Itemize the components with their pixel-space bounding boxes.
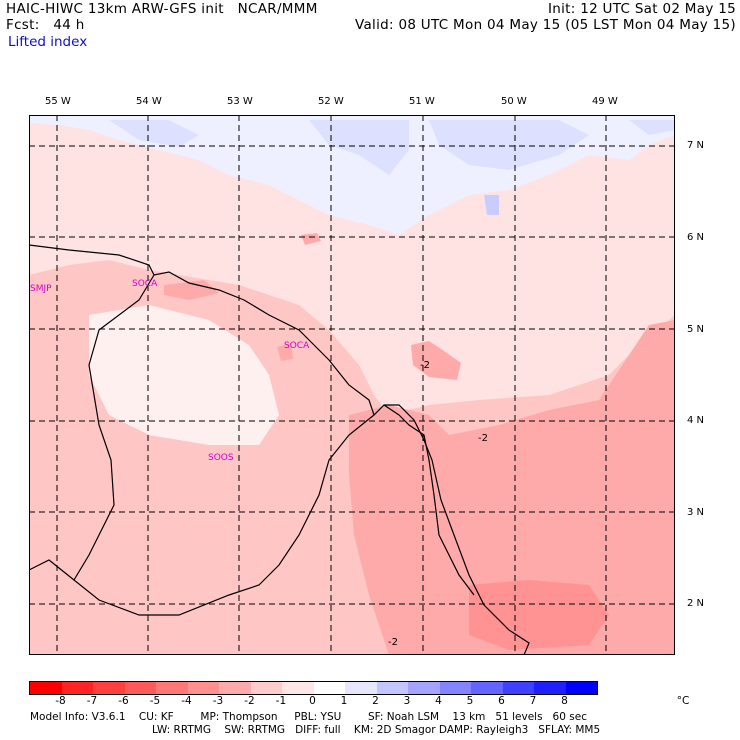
colorbar-cell [502,682,534,694]
lifted-index-map [29,115,675,655]
colorbar-tick-label: -3 [212,695,224,707]
country-border [29,559,75,581]
stable-region-blob [484,195,499,215]
unstable-blob [164,280,219,300]
colorbar-tick-label: 5 [466,695,474,707]
contour-label: -2 [420,360,430,371]
station-label: SMJP [30,284,52,294]
lat-label: 6 N [687,232,705,243]
lon-label: 50 W [501,96,527,107]
model-info: Model Info: V3.6.1 CU: KF MP: Thompson P… [30,711,587,723]
colorbar-tick-label: -1 [275,695,287,707]
header-title: HAIC-HIWC 13km ARW-GFS init NCAR/MMM [6,1,318,17]
lat-label: 5 N [687,324,705,335]
unstable-blob [277,343,293,361]
colorbar-cell [93,682,125,694]
colorbar-cell [439,682,471,694]
map-border [29,115,675,655]
colorbar-cell [565,682,597,694]
colorbar-cell [30,682,62,694]
colorbar-tick-label: -5 [149,695,161,707]
contour-label: -2 [388,637,398,648]
contour-label: -2 [478,433,488,444]
colorbar-cell [187,682,219,694]
country-border [73,274,375,616]
colorbar-tick-label: 6 [498,695,505,707]
colorbar-cell [124,682,156,694]
colorbar [29,681,598,695]
unstable-blob [301,233,321,245]
lat-label: 3 N [687,507,705,518]
lat-label: 4 N [687,415,705,426]
colorbar-tick-label: -7 [86,695,98,707]
colorbar-tick-label: -6 [118,695,129,707]
colorbar-tick-label: -2 [244,695,255,707]
colorbar-cell [282,682,314,694]
unstable-core [349,320,675,655]
colorbar-unit: °C [676,695,690,707]
forecast-hour: Fcst: 44 h [6,17,85,33]
colorbar-cell [408,682,440,694]
station-label: SOCA [284,341,310,351]
colorbar-cell [156,682,188,694]
colorbar-tick-label: 2 [372,695,379,707]
colorbar-cell [219,682,251,694]
lat-label: 7 N [687,140,705,151]
colorbar-cell [376,682,408,694]
graticule [29,115,675,655]
colorbar-tick-label: 0 [309,695,316,707]
lon-label: 53 W [227,96,253,107]
stable-region-core [109,120,675,175]
colorbar-cell [534,682,566,694]
colorbar-cell [61,682,93,694]
lon-label: 49 W [592,96,618,107]
colorbar-tick-label: 8 [561,695,568,707]
colorbar-cell [250,682,282,694]
valid-time: Valid: 08 UTC Mon 04 May 15 (05 LST Mon … [354,17,736,33]
unstable-core-strong [469,580,609,650]
colorbar-cell [345,682,377,694]
colorbar-tick-label: 7 [529,695,537,707]
colorbar-tick-label: -4 [181,695,192,707]
station-label: SOOS [208,453,234,463]
lon-label: 55 W [45,96,71,107]
station-label: SOCA [132,279,158,289]
colorbar-tick-label: 4 [435,695,442,707]
field-name: Lifted index [8,34,88,50]
coastline [29,244,530,655]
colorbar-tick-label: 3 [403,695,411,707]
lon-label: 51 W [409,96,435,107]
lon-label: 54 W [136,96,162,107]
colorbar-tick-label: -8 [55,695,66,707]
colorbar-tick-label: 1 [340,695,348,707]
country-border [383,404,475,596]
lon-label: 52 W [318,96,344,107]
lat-label: 2 N [687,598,705,609]
colorbar-cell [313,682,345,694]
colorbar-cell [471,682,503,694]
init-time: Init: 12 UTC Sat 02 May 15 [547,1,736,17]
unstable-region-west [89,305,279,445]
model-physics: LW: RRTMG SW: RRTMG DIFF: full KM: 2D Sm… [152,724,601,736]
